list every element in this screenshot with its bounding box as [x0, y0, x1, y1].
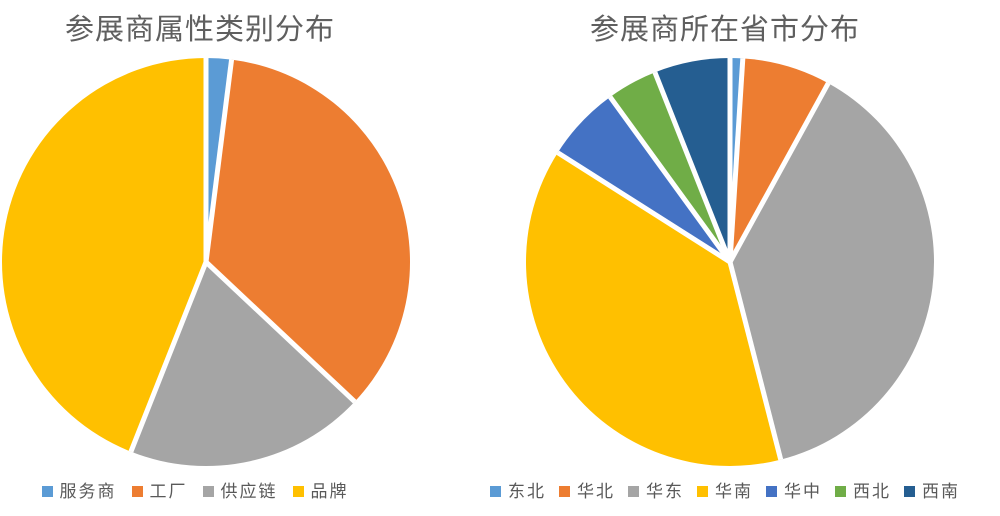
legend-swatch-icon: [131, 486, 143, 497]
pie-slice-华东: [730, 83, 935, 460]
legend-item-西北: 西北: [835, 483, 891, 500]
legend-swatch-icon: [628, 486, 639, 497]
legend-item-华北: 华北: [559, 483, 615, 500]
legend-swatch-icon: [292, 486, 304, 497]
legend-swatch-icon: [559, 486, 570, 497]
legend-item-供应链: 供应链: [202, 482, 278, 501]
legend-label: 华东: [646, 482, 684, 501]
pie-slice-西北: [610, 72, 730, 262]
pie-slice-品牌: [2, 58, 207, 452]
slice-divider: [727, 58, 746, 263]
legend-swatch-icon: [766, 486, 777, 497]
legend-item-西南: 西南: [904, 483, 960, 500]
slice-divider: [652, 71, 733, 263]
legend-item-东北: 东北: [490, 483, 546, 500]
legend-swatch-icon: [202, 486, 214, 497]
pie-exhibitor-category: [2, 58, 411, 466]
chart-title: 参展商属性类别分布: [64, 14, 335, 46]
slice-divider: [128, 261, 209, 453]
legend: 东北 华北 华东 华南 华中 西北 西南: [450, 483, 1000, 500]
legend-label: 华南: [715, 482, 753, 501]
legend-swatch-icon: [835, 486, 846, 497]
slice-divider: [727, 82, 831, 264]
legend-label: 华北: [577, 482, 615, 501]
legend-label: 服务商: [59, 482, 117, 501]
pie-slice-华南: [526, 152, 781, 466]
slice-divider: [727, 261, 784, 461]
legend: 服务商 工厂 供应链 品牌: [0, 483, 390, 500]
legend-item-工厂: 工厂: [131, 482, 188, 501]
pie-slice-工厂: [206, 59, 411, 402]
chart-exhibitor-category: 参展商属性类别分布 服务商 工厂 供应链 品牌: [0, 0, 440, 516]
pie-exhibitor-province: [526, 57, 935, 466]
legend-label: 西南: [922, 482, 960, 501]
slice-divider: [608, 95, 733, 264]
legend-item-华东: 华东: [628, 483, 684, 500]
pie-slice-华北: [730, 58, 829, 263]
legend-label: 供应链: [220, 482, 278, 501]
legend-label: 西北: [853, 482, 891, 501]
legend-label: 华中: [784, 482, 822, 501]
legend-swatch-icon: [490, 486, 501, 497]
legend-swatch-icon: [904, 486, 915, 497]
legend-item-品牌: 品牌: [292, 482, 349, 501]
chart-title: 参展商所在省市分布: [589, 14, 860, 46]
legend-label: 品牌: [310, 482, 349, 501]
legend-label: 工厂: [149, 482, 188, 501]
legend-item-服务商: 服务商: [41, 482, 117, 501]
legend-swatch-icon: [697, 486, 708, 497]
pie-slice-华中: [557, 96, 730, 263]
slice-divider: [203, 59, 235, 263]
legend-item-华中: 华中: [766, 483, 822, 500]
legend-item-华南: 华南: [697, 483, 753, 500]
chart-exhibitor-province: 参展商所在省市分布 东北 华北 华东 华南 华中 西北 西南: [450, 0, 1000, 516]
legend-label: 东北: [508, 482, 546, 501]
slice-divider: [556, 150, 732, 265]
slice-divider: [204, 260, 357, 404]
legend-swatch-icon: [41, 486, 53, 497]
